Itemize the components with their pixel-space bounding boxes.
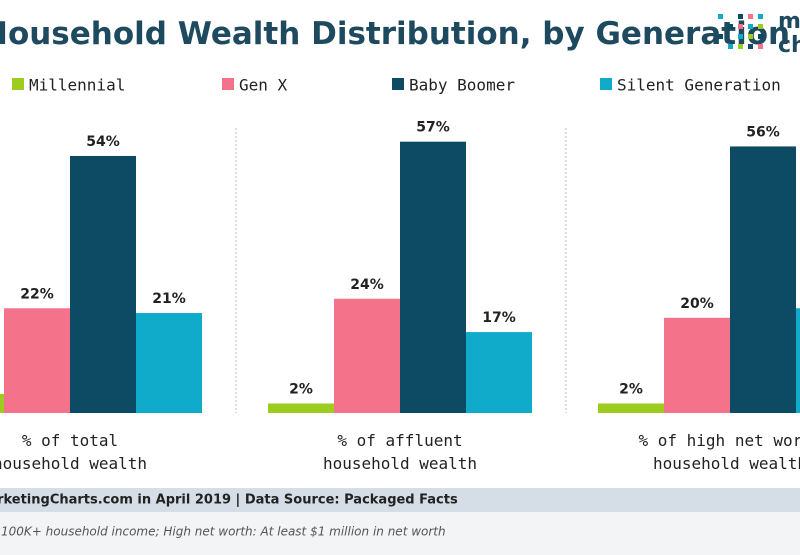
note-band: [0, 512, 800, 555]
bar: [70, 155, 136, 413]
bar: [598, 403, 664, 413]
logo-dot: [738, 24, 743, 29]
logo-dot: [718, 14, 723, 19]
bar: [4, 308, 70, 413]
legend-swatch: [222, 78, 234, 90]
logo-dot: [718, 34, 723, 39]
logo-dot: [738, 14, 743, 19]
chart-title: Household Wealth Distribution, by Genera…: [0, 16, 790, 52]
bar: [400, 141, 466, 413]
legend-swatch: [12, 78, 24, 90]
logo-dots: [718, 14, 763, 49]
logo-dot: [748, 44, 753, 49]
x-tick-label: % of affluent household wealth: [323, 431, 477, 473]
legend-label: Gen X: [239, 76, 288, 95]
x-tick-label: % of total household wealth: [0, 431, 147, 473]
bar: [664, 317, 730, 413]
logo-dot: [758, 34, 763, 39]
value-label: 17%: [482, 310, 516, 326]
bar: [0, 393, 4, 413]
logo-dot: [748, 34, 753, 39]
source: Published on MarketingCharts.com in Apri…: [0, 493, 458, 508]
logo: marketing charts: [718, 9, 800, 58]
value-label: 21%: [152, 291, 186, 307]
note: Affluent: $100K+ household income; High …: [0, 525, 446, 539]
bar: [796, 308, 800, 413]
legend-label: Silent Generation: [617, 76, 781, 95]
logo-text: charts: [778, 33, 800, 58]
value-label: 22%: [20, 286, 54, 302]
logo-dot: [758, 44, 763, 49]
logo-text: marketing: [778, 9, 800, 34]
legend-label: Millennial: [29, 76, 125, 95]
value-label: 54%: [86, 134, 120, 150]
source-band: [0, 488, 800, 512]
logo-dot: [738, 44, 743, 49]
x-tick-label: % of high net worthhousehold wealth: [638, 431, 800, 473]
value-label: 57%: [416, 120, 450, 136]
logo-dot: [758, 24, 763, 29]
value-label: 24%: [350, 277, 384, 293]
legend-label: Baby Boomer: [409, 76, 515, 95]
value-label: 56%: [746, 124, 780, 140]
value-label: 2%: [619, 381, 643, 397]
logo-dot: [748, 24, 753, 29]
value-label: 2%: [289, 381, 313, 397]
bar: [136, 313, 202, 413]
bar: [730, 146, 796, 413]
legend-swatch: [600, 78, 612, 90]
logo-dot: [738, 34, 743, 39]
bar: [334, 298, 400, 413]
logo-dot: [758, 14, 763, 19]
bar: [466, 332, 532, 413]
value-label: 20%: [680, 296, 714, 312]
bar: [268, 403, 334, 413]
legend-swatch: [392, 78, 404, 90]
logo-dot: [728, 24, 733, 29]
logo-dot: [748, 14, 753, 19]
logo-dot: [728, 44, 733, 49]
